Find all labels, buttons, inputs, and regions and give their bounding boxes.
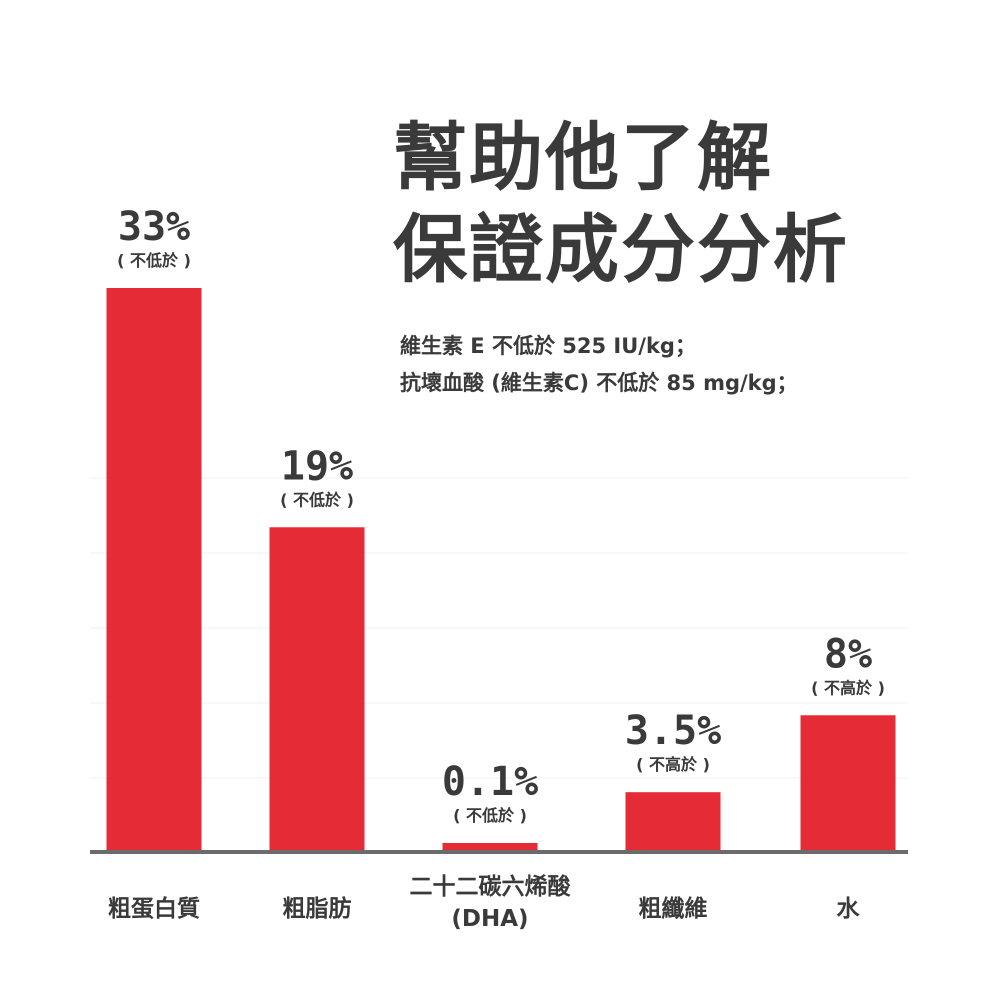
- qualifier-label: ( 不高於 ): [811, 678, 885, 697]
- bar: [442, 843, 538, 852]
- note-vitamin-c: 抗壞血酸 (維生素C) 不低於 85 mg/kg；: [400, 371, 798, 395]
- category-label: 粗蛋白質: [108, 895, 200, 922]
- category-label: 二十二碳六烯酸: [410, 873, 572, 900]
- category-label: 粗纖維: [639, 895, 708, 922]
- note-vitamin-e: 維生素 E 不低於 525 IU/kg；: [400, 334, 696, 358]
- value-label: 3.5%: [625, 708, 721, 754]
- category-label: 水: [837, 896, 861, 922]
- bar: [269, 527, 365, 852]
- qualifier-label: ( 不低於 ): [453, 806, 527, 825]
- category-label: 粗脂肪: [283, 895, 352, 922]
- qualifier-label: ( 不低於 ): [280, 490, 354, 509]
- bar: [800, 715, 896, 852]
- bar: [106, 288, 202, 852]
- title-line-1: 幫助他了解: [393, 115, 773, 201]
- value-label: 8%: [824, 631, 872, 677]
- title-line-2: 保證成分分析: [393, 207, 849, 293]
- qualifier-label: ( 不低於 ): [117, 251, 191, 270]
- category-label: (DHA): [451, 906, 528, 932]
- qualifier-label: ( 不高於 ): [636, 755, 710, 774]
- bar: [625, 792, 721, 852]
- value-label: 19%: [281, 443, 353, 489]
- value-label: 0.1%: [442, 759, 538, 805]
- nutrient-notes: 維生素 E 不低於 525 IU/kg； 抗壞血酸 (維生素C) 不低於 85 …: [400, 328, 990, 402]
- value-label: 33%: [118, 204, 190, 250]
- chart-title: 幫助他了解 保證成分分析: [393, 112, 993, 296]
